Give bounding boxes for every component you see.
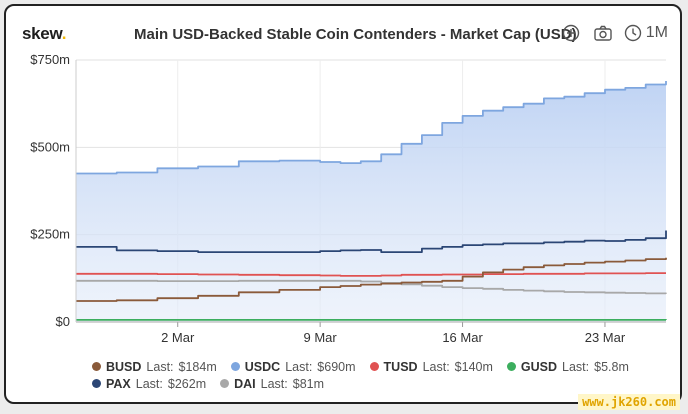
legend-last-prefix: Last: bbox=[146, 359, 174, 374]
legend-item-gusd[interactable]: GUSD Last: $5.8m bbox=[506, 359, 629, 374]
dai-line bbox=[76, 279, 667, 295]
y-tick-label: $0 bbox=[56, 314, 70, 329]
chart-title: Main USD-Backed Stable Coin Contenders -… bbox=[134, 26, 577, 43]
time-range-button[interactable]: 1M bbox=[624, 24, 668, 42]
watermark: www.jk260.com bbox=[578, 394, 680, 410]
legend-last-value: $262m bbox=[167, 376, 207, 391]
pax-line bbox=[76, 230, 667, 253]
legend-item-usdc[interactable]: USDC Last: $690m bbox=[230, 359, 356, 374]
add-icon[interactable] bbox=[560, 22, 582, 44]
usdc-area bbox=[76, 81, 666, 322]
legend-item-dai[interactable]: DAI Last: $81m bbox=[220, 377, 324, 391]
y-tick-label: $750m bbox=[30, 52, 70, 67]
chart-card: skew. Main USD-Backed Stable Coin Conten… bbox=[4, 4, 682, 404]
legend-swatch bbox=[92, 379, 101, 388]
y-tick-label: $500m bbox=[30, 139, 70, 154]
chart-toolbar: 1M bbox=[560, 22, 668, 44]
clock-icon bbox=[624, 24, 641, 42]
x-tick-label: 16 Mar bbox=[442, 330, 483, 345]
usdc-line bbox=[76, 81, 667, 175]
legend-series-name: USDC bbox=[244, 359, 281, 374]
legend-last-value: $81m bbox=[292, 376, 325, 391]
chart-plot: $0 $250m $500m $750m 2 Mar 9 Mar 16 Mar 23 Mar bbox=[30, 52, 667, 345]
legend-swatch bbox=[506, 362, 516, 371]
legend-swatch bbox=[220, 379, 230, 388]
brand-logo: skew. bbox=[22, 24, 67, 43]
legend-last-prefix: Last: bbox=[562, 359, 590, 374]
legend-item-busd[interactable]: BUSD Last: $184m bbox=[92, 360, 217, 374]
x-tick-label: 23 Mar bbox=[585, 330, 626, 345]
legend-item-pax[interactable]: PAX Last: $262m bbox=[92, 377, 206, 391]
y-tick-label: $250m bbox=[30, 227, 70, 242]
legend-last-value: $690m bbox=[317, 359, 356, 374]
camera-icon[interactable] bbox=[592, 22, 614, 44]
legend-last-value: $5.8m bbox=[594, 359, 629, 374]
legend-series-name: DAI bbox=[234, 376, 256, 391]
tusd-line bbox=[76, 272, 666, 277]
legend-last-prefix: Last: bbox=[135, 376, 163, 391]
time-range-label: 1M bbox=[645, 24, 668, 41]
legend-swatch bbox=[369, 362, 379, 371]
legend-last-value: $184m bbox=[178, 359, 217, 374]
legend-series-name: TUSD bbox=[383, 359, 418, 374]
legend-series-name: GUSD bbox=[520, 359, 558, 374]
legend-last-prefix: Last: bbox=[260, 376, 288, 391]
legend-last-prefix: Last: bbox=[422, 359, 450, 374]
legend-swatch bbox=[92, 362, 101, 371]
legend-row: PAX Last: $262m DAI Last: $81m bbox=[92, 375, 629, 392]
x-tick-label: 9 Mar bbox=[304, 330, 338, 345]
legend-last-value: $140m bbox=[454, 359, 493, 374]
legend-series-name: BUSD bbox=[106, 359, 142, 374]
legend-last-prefix: Last: bbox=[285, 359, 313, 374]
x-tick-label: 2 Mar bbox=[161, 330, 195, 345]
busd-line bbox=[76, 257, 667, 302]
chart-legend: BUSD Last: $184m USDC Last: $690m TUSD Last: $14… bbox=[92, 358, 629, 392]
legend-row: BUSD Last: $184m USDC Last: $690m TUSD Last: $14… bbox=[92, 358, 629, 375]
legend-series-name: PAX bbox=[106, 376, 131, 391]
legend-swatch bbox=[230, 362, 240, 371]
legend-item-tusd[interactable]: TUSD Last: $140m bbox=[369, 359, 493, 374]
